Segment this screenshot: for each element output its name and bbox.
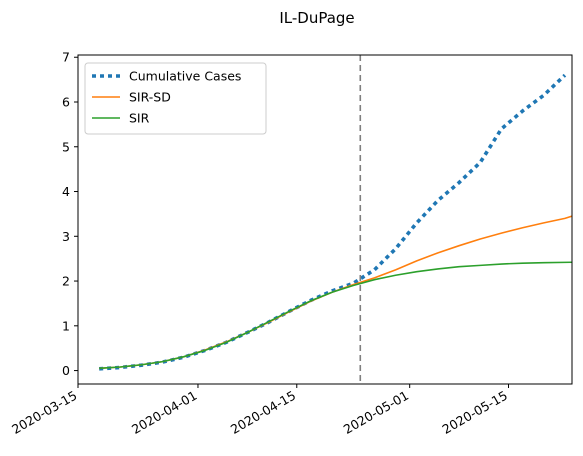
legend-label: Cumulative Cases (129, 69, 241, 84)
y-tick-label: 5 (62, 139, 70, 154)
legend-box (84, 62, 267, 135)
y-tick-label: 2 (62, 274, 70, 289)
y-tick-label: 6 (62, 95, 70, 110)
legend-label: SIR-SD (129, 90, 171, 105)
chart-title: IL-DuPage (279, 9, 354, 27)
y-tick-label: 1 (62, 318, 70, 333)
legend: Cumulative Cases SIR-SD SIR (84, 62, 267, 135)
series-line-sir (99, 261, 573, 370)
axes-frame (77, 54, 573, 385)
y-tick-label: 3 (62, 229, 70, 244)
series-line-cumulative-cases (99, 73, 567, 371)
y-tick-label: 7 (62, 50, 70, 65)
y-tick-label: 4 (62, 184, 70, 199)
plot-area (99, 55, 573, 384)
legend-label: SIR (129, 111, 150, 126)
y-tick-label: 0 (62, 363, 70, 378)
